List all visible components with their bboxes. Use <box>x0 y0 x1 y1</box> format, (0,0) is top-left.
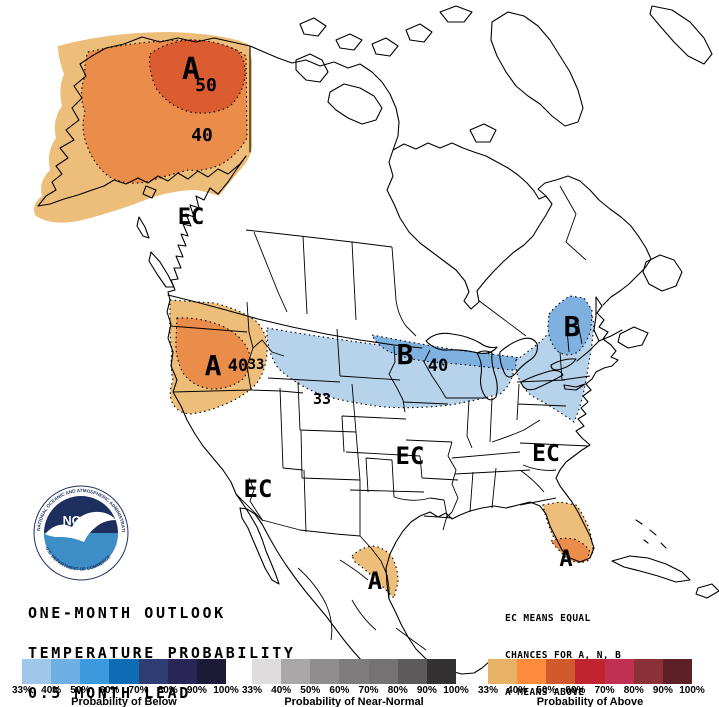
coastlines <box>37 5 719 675</box>
colorbar-tick-label: 70% <box>128 685 149 696</box>
colorbar-swatch <box>196 659 226 684</box>
colorbar-swatches <box>252 659 456 684</box>
legend-note-line: EC MEANS EQUAL <box>505 612 591 624</box>
map-label-50: 50 <box>195 75 217 96</box>
colorbar-caption: Probability of Below <box>71 696 177 707</box>
map-label-33: 33 <box>248 357 265 373</box>
map-label-a: A <box>559 547 572 572</box>
colorbar-swatch <box>109 659 139 684</box>
colorbar-tick-label: 40% <box>507 685 528 696</box>
colorbar-swatch <box>604 659 634 684</box>
colorbar-tick-label: 40% <box>41 685 62 696</box>
colorbar-tick-label: 60% <box>329 685 350 696</box>
colorbar-tick-label: 33% <box>241 685 263 696</box>
colorbar-above: 33% 40% 50% 60% 70% 80% 90% 100% Probability of … <box>478 659 705 707</box>
map-label-33: 33 <box>313 390 331 408</box>
colorbar-tick-label: 80% <box>387 685 408 696</box>
colorbar-swatch <box>517 659 547 684</box>
colorbar-tick-label: 90% <box>416 685 437 696</box>
colorbar-tick-label: 100% <box>679 685 705 696</box>
title-block: ONE-MONTH OUTLOOK TEMPERATURE PROBABILIT… <box>28 581 296 707</box>
colorbar-swatch <box>167 659 197 684</box>
colorbar-ticks: 33% 40% 50% 60% 70% 80% 90% 100% <box>242 684 469 696</box>
map-label-a: A <box>205 349 222 382</box>
colorbar-caption: Probability of Near-Normal <box>284 696 424 707</box>
title-line: 0.5 MONTH LEAD <box>28 683 191 702</box>
map-label-40: 40 <box>191 125 213 146</box>
title-line: TEMPERATURE PROBABILITY <box>28 644 296 663</box>
colorbar-ticks: 33% 40% 50% 60% 70% 80% 90% 100% <box>12 684 239 696</box>
map-label-b: B <box>564 310 581 343</box>
colorbar-caption: Probability of Above <box>536 696 644 707</box>
colorbar-tick-label: 100% <box>443 685 469 696</box>
colorbar-below: 33% 40% 50% 60% 70% 80% 90% 100% Probability of … <box>12 659 239 707</box>
legend-note-line: A MEANS ABOVE <box>505 687 585 699</box>
map-label-a: A <box>368 567 383 595</box>
colorbar-tick-label: 50% <box>70 685 91 696</box>
colorbar-swatch <box>368 659 398 684</box>
noaa-logo-text: NOAA <box>63 514 100 528</box>
legend-note: EC MEANS EQUAL CHANCES FOR A, N, B A MEA… <box>505 588 621 707</box>
colorbar-swatch <box>397 659 427 684</box>
state-borders <box>169 185 591 651</box>
colorbar-tick-label: 90% <box>652 685 673 696</box>
colorbar-swatch <box>662 659 692 684</box>
colorbar-tick-label: 60% <box>99 685 120 696</box>
map-label-40: 40 <box>428 356 448 376</box>
colorbar-swatch <box>310 659 340 684</box>
colorbar-tick-label: 70% <box>358 685 379 696</box>
colorbar-tick-label: 60% <box>565 685 586 696</box>
colorbar-tick-label: 100% <box>213 685 239 696</box>
colorbar-swatch <box>138 659 168 684</box>
colorbar-tick-label: 33% <box>11 685 33 696</box>
colorbar-swatch <box>51 659 81 684</box>
colorbar-swatches <box>488 659 692 684</box>
map-label-b: B <box>397 338 414 371</box>
colorbar-swatch <box>339 659 369 684</box>
colorbar-tick-label: 40% <box>271 685 292 696</box>
colorbar-tick-label: 80% <box>157 685 178 696</box>
colorbar-tick-label: 33% <box>477 685 499 696</box>
colorbar-swatch <box>281 659 311 684</box>
colorbar-near-normal: 33% 40% 50% 60% 70% 80% 90% 100% Probability of … <box>242 659 469 707</box>
colorbar-ticks: 33% 40% 50% 60% 70% 80% 90% 100% <box>478 684 705 696</box>
colorbar-tick-label: 90% <box>186 685 207 696</box>
colorbar-swatch <box>633 659 663 684</box>
map-label-ec: EC <box>244 475 273 503</box>
colorbar-tick-label: 80% <box>623 685 644 696</box>
colorbar-swatch <box>80 659 110 684</box>
colorbar-tick-label: 70% <box>594 685 615 696</box>
colorbar-swatches <box>22 659 226 684</box>
map-label-ec: EC <box>396 442 425 470</box>
colorbar-swatch <box>426 659 456 684</box>
colorbar-swatch <box>22 659 52 684</box>
colorbar-swatch <box>488 659 518 684</box>
colorbar-tick-label: 50% <box>300 685 321 696</box>
colorbar-swatch <box>546 659 576 684</box>
map-label-40: 40 <box>228 356 248 376</box>
colorbar-tick-label: 50% <box>536 685 557 696</box>
title-line: ONE-MONTH OUTLOOK <box>28 604 226 623</box>
map-label-a: A <box>182 52 200 87</box>
map-label-ec: EC <box>178 205 205 230</box>
map-label-ec: EC <box>532 441 560 467</box>
colorbar-swatch <box>252 659 282 684</box>
colorbar-swatch <box>575 659 605 684</box>
legend-note-line: CHANCES FOR A, N, B <box>505 650 622 662</box>
